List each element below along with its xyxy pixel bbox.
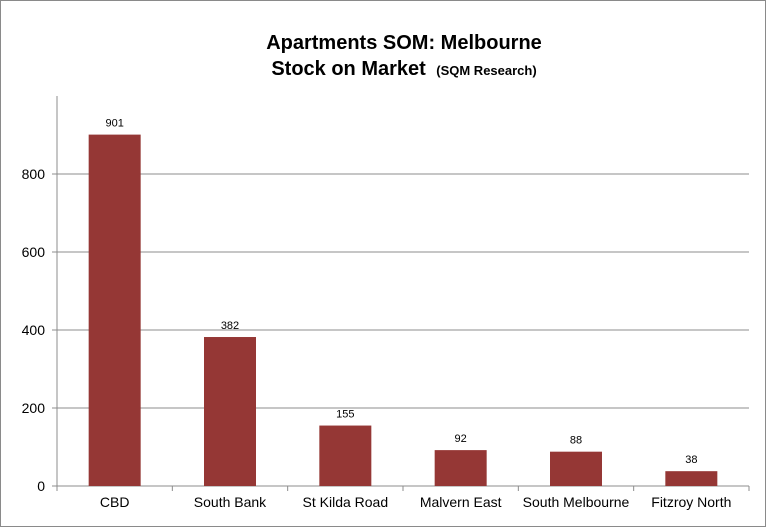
chart-title: Apartments SOM: Melbourne — [266, 32, 542, 54]
axes — [52, 96, 750, 491]
x-tick-label: South Bank — [194, 494, 267, 510]
bar — [204, 337, 256, 486]
bars — [88, 134, 718, 487]
data-label: 38 — [685, 454, 697, 466]
y-tick-label: 200 — [22, 400, 46, 416]
x-tick-label: South Melbourne — [523, 494, 630, 510]
y-tick-label: 600 — [22, 244, 46, 260]
data-label: 382 — [221, 320, 239, 332]
labels: 0 200 400 600 800 901 CBD 382 South Bank 155 St Ki… — [22, 118, 732, 510]
x-tick-label: Fitzroy North — [651, 494, 731, 510]
bar — [88, 134, 141, 487]
x-tick-label: Malvern East — [420, 494, 502, 510]
y-tick-label: 0 — [37, 478, 45, 494]
gridlines — [57, 173, 749, 409]
chart-subtitle-line: Stock on Market (SQM Research) — [271, 58, 536, 80]
data-label: 92 — [455, 433, 467, 445]
bar — [665, 471, 718, 486]
chart-subtitle: Stock on Market — [271, 58, 426, 80]
bar — [319, 425, 372, 486]
bar — [434, 450, 487, 486]
x-tick-label: CBD — [100, 494, 130, 510]
chart-subtitle-note: (SQM Research) — [436, 63, 536, 78]
y-tick-label: 800 — [22, 166, 46, 182]
bar — [550, 451, 602, 486]
y-tick-label: 400 — [22, 322, 46, 338]
data-label: 88 — [570, 435, 582, 447]
data-label: 155 — [336, 409, 354, 421]
x-tick-label: St Kilda Road — [303, 494, 389, 510]
data-label: 901 — [105, 118, 123, 130]
